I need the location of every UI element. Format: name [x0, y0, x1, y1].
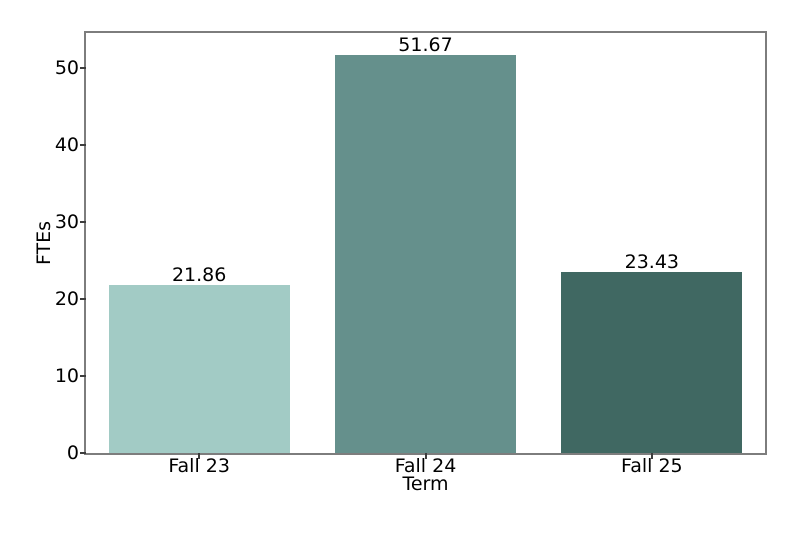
bar-fall-24	[334, 55, 517, 453]
y-tick-label: 50	[54, 56, 79, 79]
y-tick-mark	[80, 452, 86, 454]
plot-area: 21.86 51.67 23.43	[86, 33, 765, 453]
bar-fall-23	[108, 285, 290, 453]
y-tick-label: 20	[54, 287, 79, 310]
x-tick-mark	[424, 453, 427, 459]
y-tick-label: 0	[66, 442, 79, 464]
bar-value-label: 51.67	[398, 34, 453, 56]
x-tick-mark	[650, 453, 653, 459]
y-tick-label: 30	[54, 210, 79, 233]
bar-value-label: 21.86	[171, 264, 227, 286]
bar-fall-25	[561, 272, 743, 453]
y-tick-label: 40	[54, 133, 79, 156]
y-tick-mark	[80, 143, 86, 146]
y-tick-mark	[80, 220, 86, 223]
x-tick-mark	[198, 453, 201, 459]
y-tick-mark	[80, 66, 86, 69]
y-tick-mark	[80, 297, 86, 300]
x-axis-label: Term	[402, 473, 449, 495]
y-tick-mark	[80, 374, 86, 377]
x-tick-label: Fall 25	[621, 455, 683, 477]
x-tick-label: Fall 24	[394, 455, 457, 477]
y-tick-label: 10	[54, 364, 79, 387]
x-tick-label: Fall 23	[168, 455, 230, 477]
bar-value-label: 23.43	[624, 251, 680, 273]
